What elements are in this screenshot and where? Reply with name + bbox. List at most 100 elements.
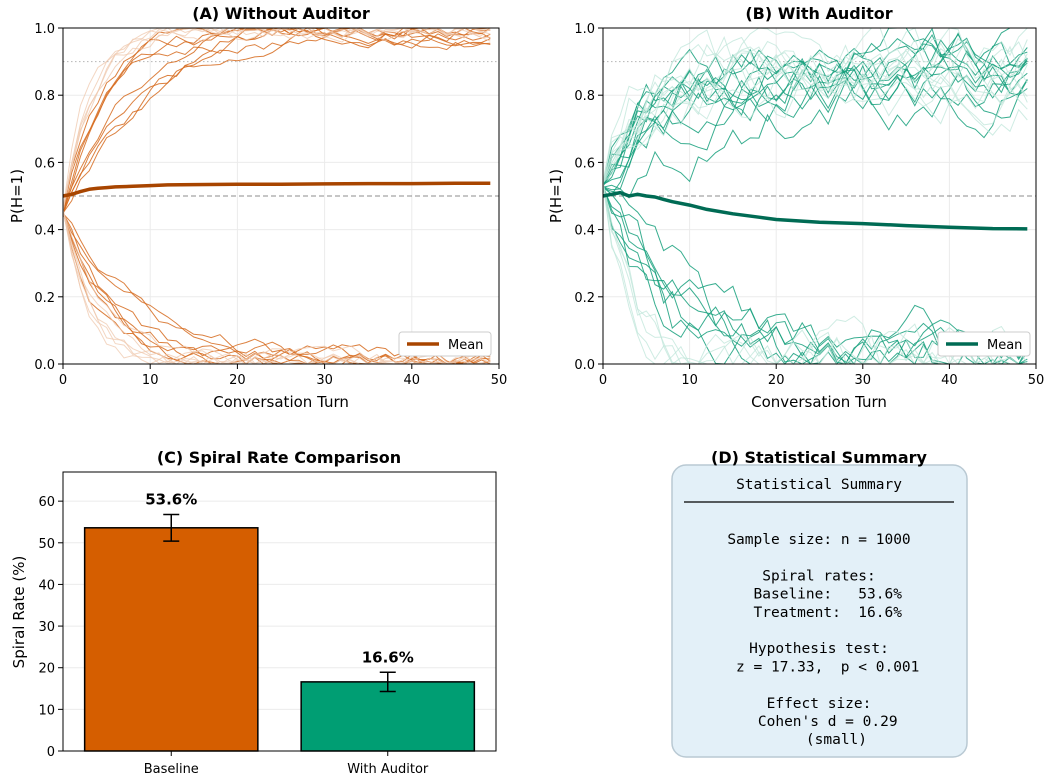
y-tick-label: 0.6 [34,156,55,171]
x-tick-label: 20 [768,373,785,388]
x-tick-label: With Auditor [347,762,429,777]
y-tick-label: 0.2 [574,291,595,306]
panel-a-legend-label: Mean [448,338,483,353]
panel-b: (B) With Auditor 0 10 20 30 40 50 0.0 0.2 0.4 0.6… [547,4,1044,411]
trajectory-line [602,67,1028,183]
summary-box [671,464,968,758]
y-tick-label: 0.2 [34,291,55,306]
trajectory-line [62,27,491,214]
panel-a-xlabel: Conversation Turn [213,393,349,411]
trajectory-line [602,51,1028,199]
trajectory-line [602,27,1028,188]
panel-c-ylabel: Spiral Rate (%) [10,556,28,669]
panel-a-title: (A) Without Auditor [192,4,370,23]
bar-value-label: 16.6% [362,648,414,666]
panel-a-trajectories [62,27,491,365]
panel-b-ticks: 0 10 20 30 40 50 0.0 0.2 0.4 0.6 0.8 1.0 [574,22,1044,388]
panel-b-mean-series [602,190,1028,231]
trajectory-line [62,27,491,210]
trajectory-line [602,45,1028,183]
panel-d: (D) Statistical Summary Statistical Summ… [671,448,968,758]
y-tick-label: 30 [38,620,55,635]
summary-line: z = 17.33, p < 0.001 [719,659,920,675]
trajectory-line [602,27,1028,186]
x-tick-label: 50 [1028,373,1045,388]
trajectory-line [62,27,491,210]
x-tick-label: 20 [229,373,246,388]
y-tick-label: 0 [47,745,55,760]
panel-b-xlabel: Conversation Turn [751,393,887,411]
summary-line: Effect size: [767,696,872,712]
trajectory-line [602,52,1028,184]
trajectory-line [62,209,491,365]
trajectory-line [602,37,1028,186]
summary-lines: Sample size: n = 1000 Spiral rates: Basel… [719,532,920,748]
trajectory-line [602,184,1028,365]
panel-b-plot-frame [602,27,1037,365]
panel-a: (A) Without Auditor 0 10 20 30 40 50 0.0 0.2 0.4… [8,4,507,411]
summary-line: (small) [771,732,867,748]
trajectory-line [602,54,1028,184]
panel-c: (C) Spiral Rate Comparison 53.6% 16.6% Ba… [10,448,497,777]
y-tick-label: 0.8 [34,89,55,104]
x-tick-label: Baseline [144,762,199,777]
summary-line: Baseline: 53.6% [736,587,902,603]
y-tick-label: 60 [38,495,55,510]
y-tick-label: 0.4 [574,224,595,239]
trajectory-line [62,210,491,365]
trajectory-line [602,182,1028,365]
y-tick-label: 20 [38,662,55,677]
y-tick-label: 1.0 [574,22,595,37]
trajectory-line [602,38,1028,183]
mean-line [602,190,1028,231]
y-tick-label: 50 [38,537,55,552]
summary-line: Treatment: 16.6% [736,605,902,621]
trajectory-line [62,209,491,365]
panel-b-legend-label: Mean [987,338,1022,353]
panel-c-plot-frame [62,471,497,752]
y-tick-label: 0.0 [34,358,55,373]
x-tick-label: 10 [681,373,698,388]
panel-b-reference-lines [603,61,1036,197]
trajectory-line [602,43,1028,183]
bar [83,527,259,752]
x-tick-label: 30 [855,373,872,388]
trajectory-line [602,27,1028,184]
bar-value-label: 53.6% [145,490,197,508]
bar [300,681,476,752]
x-tick-label: 0 [599,373,607,388]
trajectory-line [602,185,1028,365]
panel-a-ticks: 0 10 20 30 40 50 0.0 0.2 0.4 0.6 0.8 1.0 [34,22,507,388]
summary-heading: Statistical Summary [736,477,902,493]
y-tick-label: 1.0 [34,22,55,37]
x-tick-label: 10 [142,373,159,388]
trajectory-line [602,181,1028,366]
y-tick-label: 0.8 [574,89,595,104]
x-tick-label: 50 [491,373,508,388]
summary-line: Hypothesis test: [749,641,889,657]
y-tick-label: 0.0 [574,358,595,373]
x-tick-label: 0 [59,373,67,388]
panel-a-ylabel: P(H=1) [8,169,26,223]
panel-a-reference-lines [63,61,499,197]
panel-c-ticks: Baseline With Auditor 0 10 20 30 40 50 60 [38,495,428,777]
panel-a-mean-series [62,181,491,198]
panel-b-trajectories [602,27,1028,366]
summary-line: Cohen's d = 0.29 [740,714,897,730]
summary-line: Spiral rates: [762,568,876,584]
summary-line: Sample size: n = 1000 [727,532,910,548]
x-tick-label: 40 [941,373,958,388]
trajectory-line [62,212,491,365]
panel-b-title: (B) With Auditor [745,4,892,23]
trajectory-line [602,64,1028,186]
panel-d-title: (D) Statistical Summary [711,448,928,467]
y-tick-label: 0.6 [574,156,595,171]
panel-a-legend: Mean [398,331,492,357]
y-tick-label: 0.4 [34,224,55,239]
x-tick-label: 40 [404,373,421,388]
panel-c-bars: 53.6% 16.6% [83,490,476,752]
y-tick-label: 40 [38,578,55,593]
trajectory-line [602,27,1028,185]
panel-b-legend: Mean [937,331,1031,357]
